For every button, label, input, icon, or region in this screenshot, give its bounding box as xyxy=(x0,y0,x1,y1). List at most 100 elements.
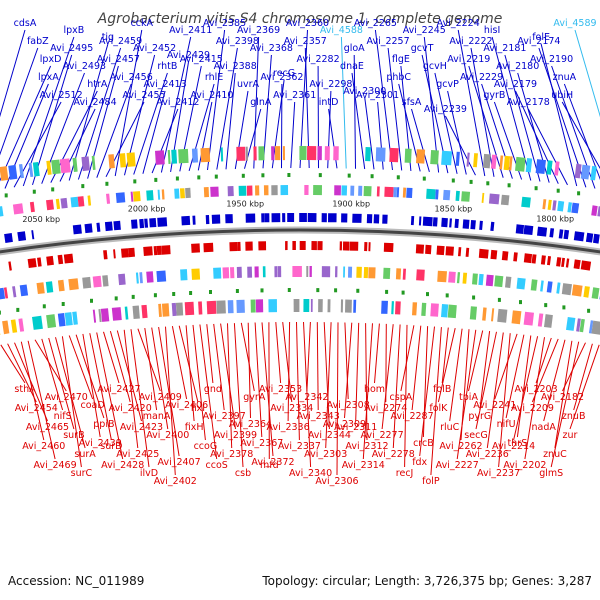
gene-label[interactable]: rhtB xyxy=(157,61,177,72)
gene-label[interactable]: Avi_2400 xyxy=(146,430,189,441)
gene-label[interactable]: Avi_2415 xyxy=(180,54,223,65)
gene-label[interactable]: Avi_2402 xyxy=(154,476,197,487)
gene-label[interactable]: Avi_2309 xyxy=(323,419,366,430)
gene-label[interactable]: coaD xyxy=(81,400,105,411)
gene-label[interactable]: gnd xyxy=(204,384,222,395)
gene-label[interactable]: Avi_2456 xyxy=(110,72,153,83)
gene-label[interactable]: tig xyxy=(102,32,114,43)
gene-label[interactable]: Avi_2308 xyxy=(327,400,370,411)
gene-label[interactable]: tpiA xyxy=(459,392,478,403)
gene-label[interactable]: Avi_2214 xyxy=(492,441,535,452)
gene-label[interactable]: folB xyxy=(433,384,451,395)
gene-label[interactable]: Avi_2180 xyxy=(496,61,539,72)
gene-label[interactable]: surB xyxy=(63,430,84,441)
gene-label[interactable]: Avi_2303 xyxy=(304,449,347,460)
gene-label[interactable]: Avi_2306 xyxy=(315,476,358,487)
gene-label[interactable]: Avi_2182 xyxy=(541,392,584,403)
gene-label[interactable]: mfd xyxy=(260,460,279,471)
gene-label[interactable]: manA xyxy=(143,411,171,422)
gene-label[interactable]: Avi_2410 xyxy=(190,90,233,101)
gene-label[interactable]: fixH xyxy=(185,422,204,433)
gene-label[interactable]: Avi_2278 xyxy=(372,449,415,460)
gene-label[interactable]: Avi_2469 xyxy=(34,460,77,471)
gene-label[interactable]: lpxB xyxy=(63,25,84,36)
gene-label[interactable]: sthA xyxy=(14,384,36,395)
gene-label[interactable]: Avi_2427 xyxy=(97,384,140,395)
gene-label[interactable]: thrS xyxy=(508,438,528,449)
gene-label[interactable]: htrA xyxy=(87,79,108,90)
gene-label[interactable]: Avi_2337 xyxy=(278,441,321,452)
gene-label[interactable]: Avi_2425 xyxy=(116,449,159,460)
gene-label[interactable]: Avi_2439 xyxy=(79,438,122,449)
gene-label[interactable]: dnaE xyxy=(340,61,364,72)
gene-label[interactable]: Avi_2364 xyxy=(229,419,272,430)
gene-label[interactable]: Avi_2413 xyxy=(144,79,187,90)
gene-label[interactable]: Avi_2411 xyxy=(169,25,212,36)
gene-label[interactable]: rluC xyxy=(440,422,460,433)
gene-label[interactable]: cckA xyxy=(131,18,154,29)
gene-label[interactable]: Avi_2357 xyxy=(284,36,327,47)
gene-label[interactable]: ubiH xyxy=(551,90,573,101)
gene-label[interactable]: pyrG xyxy=(468,411,491,422)
gene-label[interactable]: Avi_2245 xyxy=(403,25,446,36)
gene-label[interactable]: Avi_2372 xyxy=(251,457,294,468)
gene-label[interactable]: Avi_2512 xyxy=(40,90,83,101)
gene-label[interactable]: Avi_2301 xyxy=(356,90,399,101)
gene-label[interactable]: Avi_2342 xyxy=(285,392,328,403)
gene-label[interactable]: glmS xyxy=(539,468,563,479)
gene-label[interactable]: folE xyxy=(532,32,550,43)
gene-label[interactable]: Avi_2495 xyxy=(50,43,93,54)
gene-label[interactable]: Avi_2452 xyxy=(133,43,176,54)
gene-label[interactable]: csb xyxy=(235,468,251,479)
gene-label[interactable]: Avi_2300 xyxy=(343,86,386,97)
gene-label[interactable]: Avi_2227 xyxy=(436,460,479,471)
gene-label[interactable]: Avi_2203 xyxy=(515,384,558,395)
gene-label[interactable]: surA xyxy=(74,449,96,460)
gene-label[interactable]: fixI xyxy=(191,403,205,414)
gene-label[interactable]: Avi_2407 xyxy=(158,457,201,468)
gene-label[interactable]: Avi_2428 xyxy=(101,460,144,471)
gene-label[interactable]: Avi_2412 xyxy=(156,97,199,108)
gene-label[interactable]: Avi_4589 xyxy=(553,18,596,29)
gene-label[interactable]: Avi_2237 xyxy=(477,468,520,479)
gene-label[interactable]: Avi_2262 xyxy=(439,441,482,452)
gene-label[interactable]: zur xyxy=(563,430,578,441)
gene-label[interactable]: Avi_2241 xyxy=(473,400,516,411)
gene-label[interactable]: Avi_2179 xyxy=(494,79,537,90)
gene-label[interactable]: recG xyxy=(273,68,295,79)
gene-label[interactable]: Avi_2298 xyxy=(309,79,352,90)
gene-label[interactable]: cspA xyxy=(390,392,413,403)
gene-label[interactable]: Avi_2397 xyxy=(203,411,246,422)
gene-label[interactable]: Avi_2224 xyxy=(437,18,480,29)
gene-label[interactable]: hom xyxy=(364,384,385,395)
gene-label[interactable]: gloA xyxy=(344,43,365,54)
gene-label[interactable]: Avi_2343 xyxy=(297,411,340,422)
gene-label[interactable]: secG xyxy=(464,430,487,441)
gene-label[interactable]: Avi_2493 xyxy=(63,61,106,72)
gene-label[interactable]: lpxA xyxy=(38,72,59,83)
gene-label[interactable]: hisI xyxy=(484,25,500,36)
gene-label[interactable]: Avi_2470 xyxy=(45,392,88,403)
gene-label[interactable]: Avi_2219 xyxy=(447,54,490,65)
gene-label[interactable]: Avi_2222 xyxy=(449,36,492,47)
gene-label[interactable]: Avi_2181 xyxy=(483,43,526,54)
gene-label[interactable]: uvrA xyxy=(237,79,260,90)
gene-label[interactable]: Avi_2340 xyxy=(289,468,332,479)
gene-label[interactable]: ccoS xyxy=(206,460,228,471)
gene-label[interactable]: Avi_2257 xyxy=(367,36,410,47)
gene-label[interactable]: Avi_2282 xyxy=(297,54,340,65)
gene-label[interactable]: Avi_2202 xyxy=(503,460,546,471)
gene-label[interactable]: znuB xyxy=(562,411,586,422)
gene-label[interactable]: Avi_2457 xyxy=(97,54,140,65)
gene-label[interactable]: Avi_2361 xyxy=(273,90,316,101)
gene-label[interactable]: znuA xyxy=(553,72,577,83)
gene-label[interactable]: Avi_2369 xyxy=(237,25,280,36)
gene-label[interactable]: phbC xyxy=(386,72,411,83)
gene-label[interactable]: surD xyxy=(100,441,122,452)
gene-label[interactable]: Avi_2311 xyxy=(334,422,377,433)
gene-label[interactable]: Avi_2484 xyxy=(74,97,117,108)
gene-label[interactable]: ilvD xyxy=(140,468,158,479)
gene-label[interactable]: fabZ xyxy=(27,36,49,47)
gene-label[interactable]: Avi_2209 xyxy=(511,403,554,414)
gene-label[interactable]: Avi_2265 xyxy=(354,18,397,29)
